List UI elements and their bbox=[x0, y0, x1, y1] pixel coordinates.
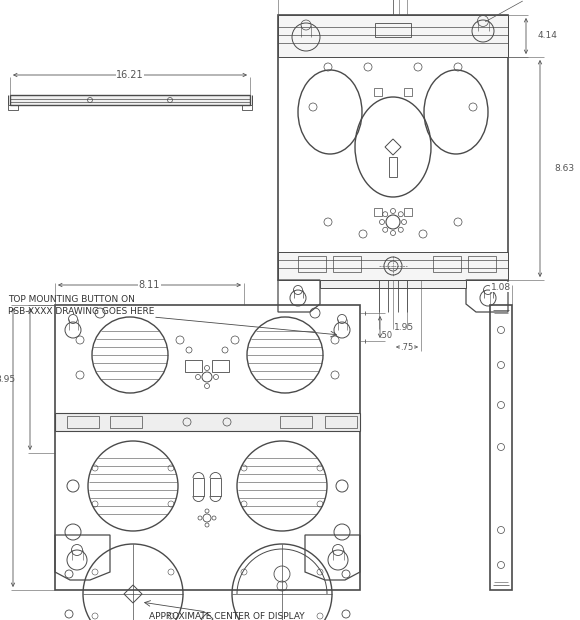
Text: 4.14: 4.14 bbox=[538, 32, 558, 40]
Bar bbox=[375, 23, 411, 37]
Bar bbox=[110, 416, 142, 428]
Bar bbox=[280, 416, 312, 428]
Bar bbox=[10, 95, 250, 105]
Bar bbox=[433, 256, 461, 272]
Bar bbox=[404, 208, 412, 216]
Bar bbox=[55, 305, 360, 590]
Text: TOP MOUNTING BUTTON ON
PSB-XXXX DRAWING GOES HERE: TOP MOUNTING BUTTON ON PSB-XXXX DRAWING … bbox=[8, 295, 154, 316]
Bar bbox=[490, 305, 512, 590]
Bar bbox=[193, 478, 204, 496]
Text: .50: .50 bbox=[379, 330, 393, 340]
Bar bbox=[278, 252, 508, 280]
Bar bbox=[374, 208, 382, 216]
Text: .75: .75 bbox=[400, 342, 414, 352]
Text: 8.95: 8.95 bbox=[0, 374, 16, 384]
Bar bbox=[389, 157, 397, 177]
Bar bbox=[278, 15, 508, 57]
Bar bbox=[325, 416, 357, 428]
Bar bbox=[242, 105, 252, 110]
Bar bbox=[404, 88, 412, 96]
Bar bbox=[210, 478, 221, 496]
Text: 1.08: 1.08 bbox=[491, 283, 511, 291]
Bar bbox=[212, 360, 229, 372]
Text: 8.63: 8.63 bbox=[554, 164, 574, 173]
Bar bbox=[333, 256, 361, 272]
Text: 1.95: 1.95 bbox=[394, 322, 414, 332]
Text: APPROXIMATE CENTER OF DISPLAY: APPROXIMATE CENTER OF DISPLAY bbox=[149, 612, 305, 620]
Bar bbox=[374, 88, 382, 96]
Bar bbox=[320, 280, 466, 288]
Bar bbox=[298, 256, 326, 272]
Text: 8.11: 8.11 bbox=[139, 280, 160, 290]
Bar bbox=[468, 256, 496, 272]
Bar bbox=[185, 360, 202, 372]
Bar bbox=[278, 15, 508, 280]
Bar bbox=[55, 413, 360, 431]
Text: Ø .40: Ø .40 bbox=[485, 0, 550, 22]
Bar bbox=[8, 105, 18, 110]
Text: 16.21: 16.21 bbox=[116, 70, 144, 80]
Bar bbox=[67, 416, 99, 428]
